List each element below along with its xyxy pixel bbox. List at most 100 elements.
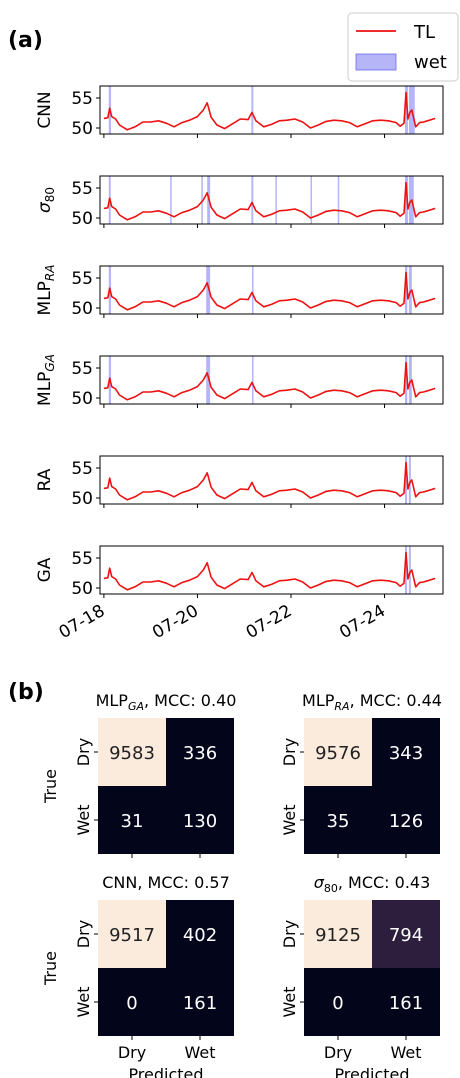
cm-title: MLPGA, MCC: 0.40 (96, 691, 237, 713)
axes-frame (99, 265, 444, 315)
cm-cell (98, 786, 166, 854)
wet-band (170, 176, 172, 224)
cm-cell (166, 900, 234, 968)
cm-cell-value: 794 (389, 925, 423, 946)
wet-band (408, 356, 412, 404)
wet-band (408, 456, 411, 504)
cm-y-axis-label: True (41, 951, 60, 986)
cm-col-label: Wet (185, 1043, 216, 1062)
y-tick-label: 55 (71, 269, 93, 289)
wet-band (404, 456, 407, 504)
tl-line (103, 271, 436, 311)
legend-tl-label: TL (413, 22, 435, 43)
y-axis-label: MLPGA (35, 354, 57, 406)
wet-band (404, 266, 408, 314)
panel-b-label: (b) (8, 680, 44, 705)
wet-band (251, 86, 254, 134)
y-axis-label: CNN (35, 91, 55, 128)
panel-3: 50 55 MLPRA (35, 265, 444, 319)
cm-cell-value: 126 (389, 811, 423, 832)
cm-cell-value: 9576 (315, 743, 361, 764)
x-tick-label: 07-18 (56, 601, 109, 643)
y-axis-label: RA (35, 468, 55, 491)
y-tick-label: 50 (71, 119, 93, 139)
cm-cell (372, 718, 440, 786)
tl-line (103, 181, 436, 221)
y-tick-label: 50 (71, 579, 93, 599)
cm-col-label: Wet (391, 1043, 422, 1062)
y-axis-label: MLPRA (35, 265, 57, 316)
cm-cell (166, 786, 234, 854)
cm-cell (372, 900, 440, 968)
legend-wet-label: wet (414, 52, 447, 73)
cm-cell (304, 900, 372, 968)
y-tick-label: 55 (71, 459, 93, 479)
panel-4: 50 55 MLPGA (35, 354, 444, 409)
y-tick-label: 50 (71, 489, 93, 509)
panel-2: 50 55 σ80 (35, 175, 444, 229)
y-tick-label: 50 (71, 209, 93, 229)
confusion-matrix-3: CNN, MCC: 0.57 9517 402 0 161 Dry Wet Dry Wet Tru… (41, 873, 234, 1078)
cm-cell (372, 786, 440, 854)
cm-cell (166, 968, 234, 1036)
cm-x-axis-label: Predicted (334, 1065, 409, 1078)
y-tick-label: 50 (71, 389, 93, 409)
confusion-matrix-4: σ80, MCC: 0.43 9125 794 0 161 Dry Wet Dry Wet Pre… (280, 873, 440, 1078)
panel-a-label: (a) (8, 28, 43, 53)
cm-title: MLPRA, MCC: 0.44 (302, 691, 442, 713)
cm-y-axis-label: True (41, 769, 60, 804)
panel-1: 50 55 CNN (35, 85, 444, 139)
wet-band (206, 266, 211, 314)
y-axis-label: σ80 (35, 187, 57, 213)
wet-band (251, 176, 254, 224)
y-axis-label: GA (35, 557, 55, 582)
tl-line (103, 361, 436, 401)
x-tick-label: 07-22 (243, 601, 296, 643)
cm-cell-value: 31 (121, 811, 144, 832)
wet-band (404, 356, 408, 404)
cm-row-label: Wet (280, 805, 299, 836)
y-tick-label: 55 (71, 89, 93, 109)
cm-col-label: Dry (118, 1043, 146, 1062)
cm-title: σ80, MCC: 0.43 (314, 873, 431, 895)
tl-line (103, 551, 436, 591)
legend-box (347, 12, 459, 82)
wet-band (252, 266, 254, 314)
cm-row-label: Wet (280, 987, 299, 1018)
cm-row-label: Dry (74, 920, 93, 948)
y-tick-label: 55 (71, 179, 93, 199)
legend-wet-swatch (355, 53, 397, 71)
wet-band (206, 356, 211, 404)
cm-row-label: Wet (74, 805, 93, 836)
legend: TL wet (347, 12, 459, 82)
cm-row-label: Dry (280, 738, 299, 766)
cm-cell-value: 9517 (109, 925, 155, 946)
cm-cell-value: 9125 (315, 925, 361, 946)
wet-band (337, 176, 340, 224)
panel-5: 50 55 RA (35, 455, 444, 509)
cm-cell-value: 402 (183, 925, 217, 946)
cm-cell-value: 9583 (109, 743, 155, 764)
wet-band (201, 176, 203, 224)
cm-cell-value: 336 (183, 743, 217, 764)
cm-title: CNN, MCC: 0.57 (102, 873, 230, 892)
wet-band (404, 546, 407, 594)
cm-row-label: Dry (280, 920, 299, 948)
x-tick-label: 07-24 (336, 601, 389, 643)
cm-cell-value: 161 (183, 993, 217, 1014)
cm-cell-value: 0 (126, 993, 137, 1014)
tl-line (103, 91, 436, 131)
panel-6: 50 55 GA (35, 545, 444, 599)
cm-cell (304, 968, 372, 1036)
cm-col-label: Dry (324, 1043, 352, 1062)
cm-cell (304, 718, 372, 786)
y-tick-label: 55 (71, 549, 93, 569)
tl-line (103, 461, 436, 501)
wet-band (310, 176, 312, 224)
wet-band (408, 266, 412, 314)
cm-cell-value: 35 (327, 811, 350, 832)
confusion-matrix-1: MLPGA, MCC: 0.40 9583 336 31 130 Dry Wet True (41, 691, 236, 858)
cm-x-axis-label: Predicted (128, 1065, 203, 1078)
cm-cell-value: 343 (389, 743, 423, 764)
cm-cell-value: 130 (183, 811, 217, 832)
